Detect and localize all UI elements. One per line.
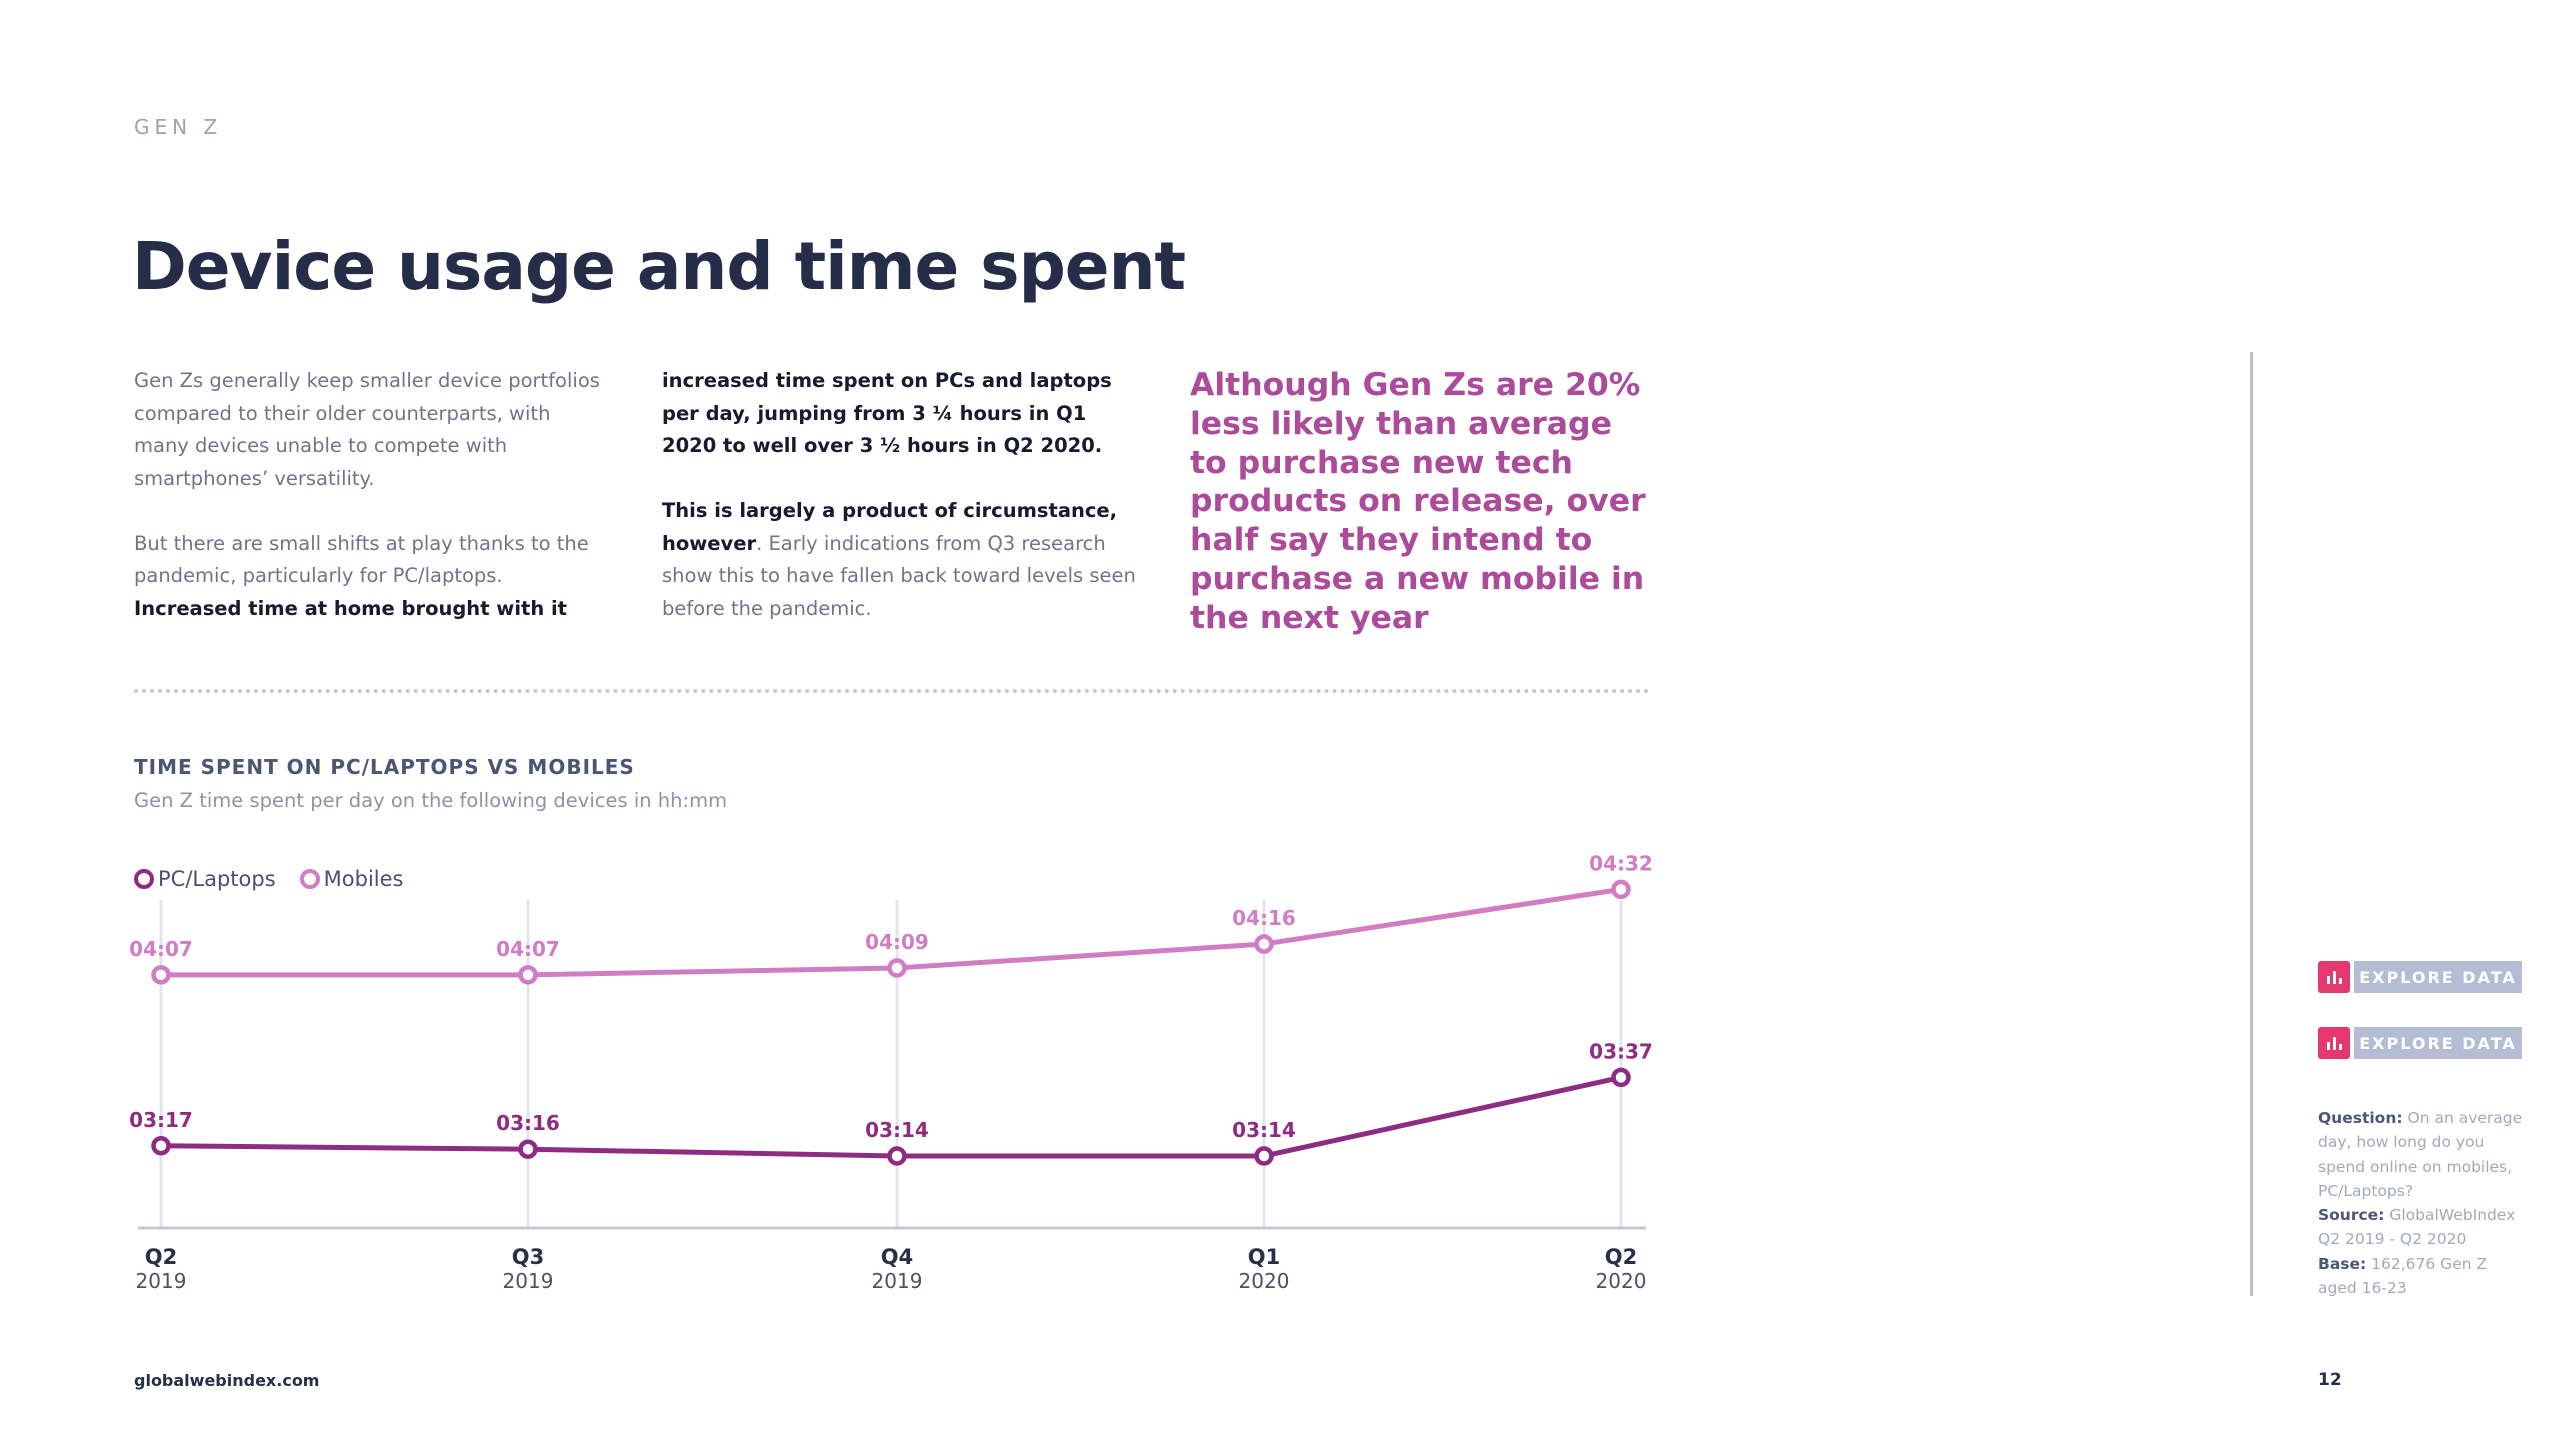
page-number: 12 — [2318, 1370, 2342, 1390]
intro-paragraph-2-bold: Increased time at home brought with it — [134, 596, 567, 620]
x-tick-year-1: 2019 — [503, 1269, 554, 1293]
question-label: Question: — [2318, 1109, 2403, 1127]
base-text: 162,676 Gen Z aged 16-23 — [2318, 1254, 2488, 1298]
pull-quote: Although Gen Zs are 20% less likely than… — [1190, 367, 1646, 636]
explore-data-button-1[interactable]: EXPLORE DATA — [2318, 961, 2522, 993]
source-label: Source: — [2318, 1206, 2385, 1225]
intro-paragraph-2-regular: But there are small shifts at play thank… — [134, 531, 589, 588]
point-pc-3 — [1254, 1146, 1274, 1166]
legend-label-mobiles: Mobiles — [323, 867, 404, 891]
explore-data-label-2: EXPLORE DATA — [2354, 1027, 2522, 1059]
point-mobiles-3 — [1254, 934, 1274, 954]
col2-paragraph-2-bold: This is largely a product of circumstanc… — [662, 499, 1118, 555]
page-title: Device usage and time spent — [132, 228, 1186, 305]
intro-paragraph-2: But there are small shifts at play thank… — [134, 528, 604, 626]
col2-paragraph-2: This is largely a product of circumstanc… — [662, 495, 1142, 625]
explore-data-label-1: EXPLORE DATA — [2354, 961, 2522, 993]
data-label-mobiles-0: 04:07 — [129, 937, 193, 961]
point-mobiles-0 — [151, 965, 171, 985]
data-label-mobiles-4: 04:32 — [1589, 851, 1653, 875]
chart-notes: Question: On an average day, how long do… — [2318, 1106, 2528, 1300]
data-label-pc-3: 03:14 — [1232, 1118, 1296, 1142]
section-label: GEN Z — [134, 115, 223, 139]
x-tick-quarter-4: Q2 — [1605, 1245, 1637, 1269]
col2-paragraph-1: increased time spent on PCs and laptops … — [662, 369, 1112, 457]
legend-swatch-pc — [134, 869, 154, 889]
x-tick-year-2: 2019 — [872, 1269, 923, 1293]
data-label-mobiles-1: 04:07 — [496, 937, 560, 961]
data-label-mobiles-3: 04:16 — [1232, 906, 1296, 930]
footer-url[interactable]: globalwebindex.com — [134, 1371, 320, 1390]
x-tick-year-0: 2019 — [136, 1269, 187, 1293]
source-text: GlobalWebIndex Q2 2019 - Q2 2020 — [2318, 1206, 2516, 1249]
chart-subtitle: Gen Z time spent per day on the followin… — [134, 789, 728, 812]
dotted-divider — [134, 689, 1650, 693]
x-tick-quarter-0: Q2 — [145, 1245, 177, 1269]
base-label: Base: — [2318, 1254, 2367, 1273]
legend-item-mobiles: Mobiles — [299, 867, 404, 891]
point-pc-4 — [1611, 1067, 1631, 1088]
point-pc-0 — [151, 1136, 171, 1156]
x-tick-quarter-3: Q1 — [1248, 1245, 1280, 1269]
point-mobiles-4 — [1611, 879, 1631, 900]
data-label-mobiles-2: 04:09 — [865, 930, 929, 954]
legend-label-pc: PC/Laptops — [158, 867, 276, 891]
point-pc-2 — [887, 1146, 907, 1166]
bar-chart-icon — [2318, 1027, 2350, 1059]
legend-item-pc: PC/Laptops — [134, 867, 276, 891]
data-label-pc-0: 03:17 — [129, 1108, 193, 1132]
chart-title: TIME SPENT ON PC/LAPTOPS VS MOBILES — [134, 755, 635, 779]
x-tick-quarter-1: Q3 — [512, 1245, 544, 1269]
col2-paragraph-2-regular: . Early indications from Q3 research sho… — [662, 531, 1136, 620]
data-label-pc-1: 03:16 — [496, 1111, 560, 1135]
intro-column-2: increased time spent on PCs and laptops … — [662, 365, 1142, 625]
data-label-pc-2: 03:14 — [865, 1118, 929, 1142]
point-mobiles-2 — [887, 958, 907, 978]
x-tick-year-3: 2020 — [1239, 1269, 1290, 1293]
chart-legend: PC/Laptops Mobiles — [134, 867, 427, 891]
x-tick-year-4: 2020 — [1596, 1269, 1647, 1293]
intro-paragraph-1: Gen Zs generally keep smaller device por… — [134, 369, 600, 490]
bar-chart-icon — [2318, 961, 2350, 993]
vertical-divider — [2250, 352, 2253, 1296]
question-text: On an average day, how long do you spend… — [2318, 1109, 2523, 1200]
explore-data-button-2[interactable]: EXPLORE DATA — [2318, 1027, 2522, 1059]
point-pc-1 — [518, 1139, 538, 1159]
legend-swatch-mobiles — [299, 869, 320, 889]
point-mobiles-1 — [518, 965, 538, 985]
series-line-pc — [160, 1074, 1622, 1159]
intro-column-1: Gen Zs generally keep smaller device por… — [134, 365, 604, 625]
x-tick-quarter-2: Q4 — [881, 1245, 913, 1269]
data-label-pc-4: 03:37 — [1589, 1039, 1653, 1063]
